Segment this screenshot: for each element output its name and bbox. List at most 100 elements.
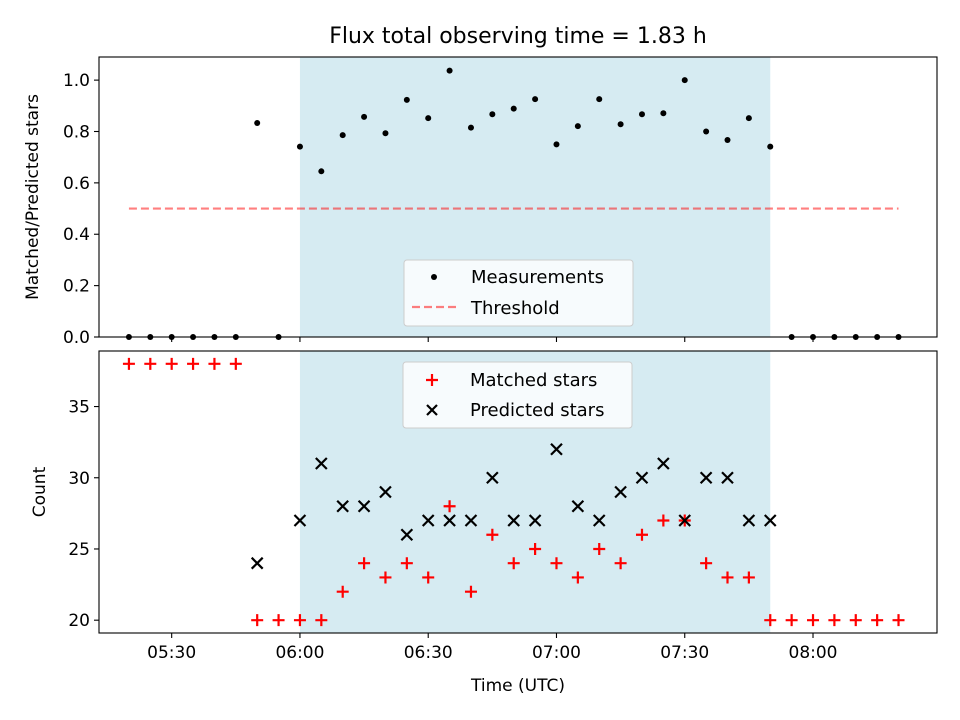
predicted-star-point [507,514,521,527]
measurement-point [660,110,667,117]
matched-star-point [400,557,413,570]
predicted-star-point [293,514,307,527]
bottom-y-tick-label: 20 [68,611,90,631]
legend-measurements-label: Measurements [471,267,604,288]
predicted-star-point [357,499,371,513]
measurement-point [361,113,368,120]
measurement-point [638,111,645,118]
x-tick-label: 08:00 [789,643,838,663]
matched-stars-series [122,357,905,627]
measurement-point [745,115,752,122]
bottom-y-axis-label: Count [30,466,50,517]
matched-star-point [165,357,178,370]
predicted-star-point [421,514,435,527]
measurement-point [724,136,731,143]
predicted-star-point [742,514,756,527]
matched-star-point [892,614,905,627]
measurement-point [403,96,410,103]
bottom-y-tick-label: 25 [68,540,90,560]
x-tick-label: 07:00 [532,643,581,663]
measurement-point [510,105,517,112]
measurement-point [553,141,560,148]
matched-star-point [742,571,755,584]
matched-star-point [657,514,670,527]
bottom-y-tick-label: 30 [68,469,90,489]
matched-star-point [293,614,306,627]
predicted-star-point [336,499,349,513]
matched-star-point [764,614,777,627]
measurement-point [532,96,539,103]
measurement-point [767,143,774,150]
top-y-ticks: 0.0 0.2 0.4 0.6 0.8 1.0 [63,71,99,348]
matched-star-point [443,500,456,513]
measurement-point [703,128,710,135]
predicted-star-point [379,485,392,499]
matched-star-point [208,357,221,370]
predicted-star-point [571,499,585,513]
measurement-point [467,124,474,131]
predicted-star-point [657,457,670,470]
measurement-point [296,143,303,150]
legend-measurements-marker [431,274,437,280]
predicted-star-point [614,485,627,499]
x-tick-label: 06:30 [404,643,453,663]
matched-star-point [550,557,563,570]
matched-star-point [464,585,477,598]
matched-star-point [122,357,135,370]
top-legend: Measurements Threshold [403,259,634,327]
predicted-star-point [699,471,713,485]
top-y-tick-label: 1.0 [63,71,90,91]
measurement-point [574,123,581,130]
matched-star-point [507,557,520,570]
matched-star-point [828,614,841,627]
matched-star-point [358,557,371,570]
top-x-ticks [171,337,814,342]
matched-star-point [251,614,264,627]
matched-star-point [336,585,349,598]
x-tick-label: 07:30 [660,643,709,663]
predicted-star-point [678,514,692,527]
top-panel: 0.0 0.2 0.4 0.6 0.8 1.0 Matched/Predicted sta… [23,56,938,348]
measurement-point [339,132,346,139]
top-legend-box [403,259,634,327]
measurement-point [596,96,603,103]
top-frame [98,56,938,338]
matched-star-point [571,571,584,584]
legend-threshold-label: Threshold [470,298,560,319]
top-y-tick-label: 0.2 [63,277,90,297]
top-y-axis-label: Matched/Predicted stars [23,94,43,300]
predicted-star-point [464,514,478,527]
x-tick-label: 06:00 [275,643,324,663]
predicted-star-point [528,514,542,527]
matched-star-point [700,557,713,570]
matched-star-point [187,357,200,370]
legend-predicted-marker [426,404,438,416]
matched-star-point [849,614,862,627]
predicted-star-point [635,471,649,485]
matched-star-point [486,528,499,541]
matched-star-point [593,542,606,555]
measurement-point [382,130,389,137]
matched-star-point [144,357,157,370]
predicted-star-point [486,471,499,485]
matched-star-point [871,614,884,627]
measurements-series [125,67,902,340]
matched-star-point [721,571,734,584]
legend-matched-label: Matched stars [470,370,597,391]
matched-star-point [422,571,435,584]
x-axis-label: Time (UTC) [470,676,565,696]
chart-title: Flux total observing time = 1.83 h [329,24,707,49]
predicted-star-point [721,471,734,485]
predicted-star-point [443,514,456,527]
x-tick-label: 05:30 [147,643,196,663]
predicted-star-point [315,457,328,470]
matched-star-point [785,614,798,627]
measurement-point [617,121,624,128]
top-y-tick-label: 0.4 [63,225,90,245]
predicted-star-point [250,556,264,570]
predicted-star-point [763,514,777,527]
bottom-y-tick-label: 35 [68,398,90,418]
predicted-stars-series [250,442,777,570]
matched-star-point [379,571,392,584]
